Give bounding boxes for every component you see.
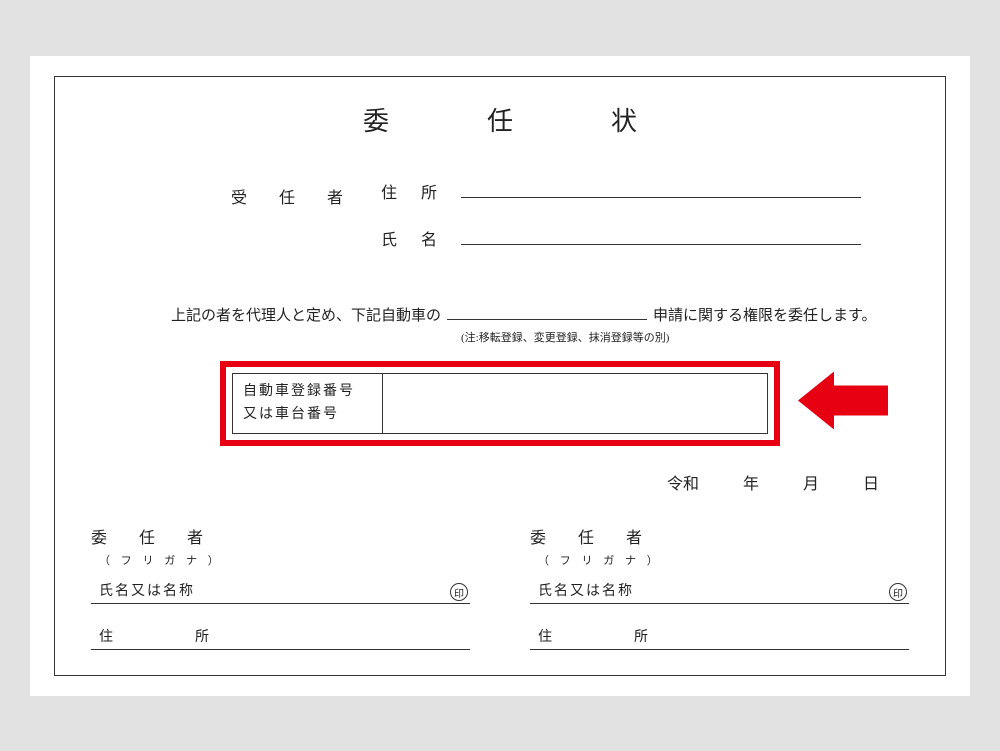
party-left: 委 任 者 （ フ リ ガ ナ ） 氏名又は名称 印 住 所 [91, 524, 470, 672]
appointee-address-row: 住 所 [381, 178, 909, 203]
day-label: 日 [863, 476, 879, 493]
party-address-label-right: 住 所 [538, 626, 666, 646]
name-label: 氏 名 [381, 226, 447, 250]
party-address-label-left: 住 所 [99, 626, 227, 646]
statement-blank [447, 302, 647, 320]
party-address-row-left: 住 所 [91, 626, 470, 650]
arrow-icon [798, 372, 888, 435]
statement-before: 上記の者を代理人と定め、下記自動車の [171, 304, 441, 325]
address-label: 住 所 [381, 179, 447, 203]
highlight-box: 自動車登録番号 又は車台番号 [220, 361, 780, 447]
statement-note: (注:移転登録、変更登録、抹消登録等の別) [461, 329, 909, 345]
parties-section: 委 任 者 （ フ リ ガ ナ ） 氏名又は名称 印 住 所 委 任 者 （ フ… [91, 524, 909, 672]
party-right: 委 任 者 （ フ リ ガ ナ ） 氏名又は名称 印 住 所 [530, 524, 909, 672]
statement-row: 上記の者を代理人と定め、下記自動車の 申請に関する権限を委任します。 [171, 302, 909, 325]
era-label: 令和 [667, 476, 699, 493]
party-name-row-right: 氏名又は名称 印 [530, 580, 909, 604]
date-row: 令和 年 月 日 [91, 470, 899, 494]
furigana-left: （ フ リ ガ ナ ） [99, 552, 470, 568]
registration-value-cell [383, 374, 767, 434]
name-underline [461, 225, 861, 245]
seal-mark-right: 印 [889, 583, 907, 601]
appointee-label: 受 任 者 [231, 178, 357, 208]
appointee-name-row: 氏 名 [381, 225, 909, 250]
furigana-right: （ フ リ ガ ナ ） [538, 552, 909, 568]
registration-table: 自動車登録番号 又は車台番号 [232, 373, 768, 435]
year-label: 年 [743, 476, 759, 493]
appointee-section: 受 任 者 住 所 氏 名 [231, 178, 909, 272]
seal-mark-left: 印 [450, 583, 468, 601]
reg-line1: 自動車登録番号 [243, 380, 372, 404]
party-title-left: 委 任 者 [91, 524, 470, 548]
address-underline [461, 178, 861, 198]
registration-label-cell: 自動車登録番号 又は車台番号 [233, 374, 383, 434]
statement-after: 申請に関する権限を委任します。 [653, 304, 877, 325]
party-title-right: 委 任 者 [530, 524, 909, 548]
party-address-row-right: 住 所 [530, 626, 909, 650]
highlight-region: 自動車登録番号 又は車台番号 [220, 361, 780, 447]
party-name-label-right: 氏名又は名称 [538, 580, 634, 600]
document-title: 委 任 状 [91, 101, 909, 138]
month-label: 月 [803, 476, 819, 493]
party-name-label-left: 氏名又は名称 [99, 580, 195, 600]
document-paper: 委 任 状 受 任 者 住 所 氏 名 上記の者を代理人と定め、下記自動車の 申… [30, 56, 970, 696]
party-name-row-left: 氏名又は名称 印 [91, 580, 470, 604]
document-border: 委 任 状 受 任 者 住 所 氏 名 上記の者を代理人と定め、下記自動車の 申… [54, 76, 946, 676]
reg-line2: 又は車台番号 [243, 403, 372, 427]
